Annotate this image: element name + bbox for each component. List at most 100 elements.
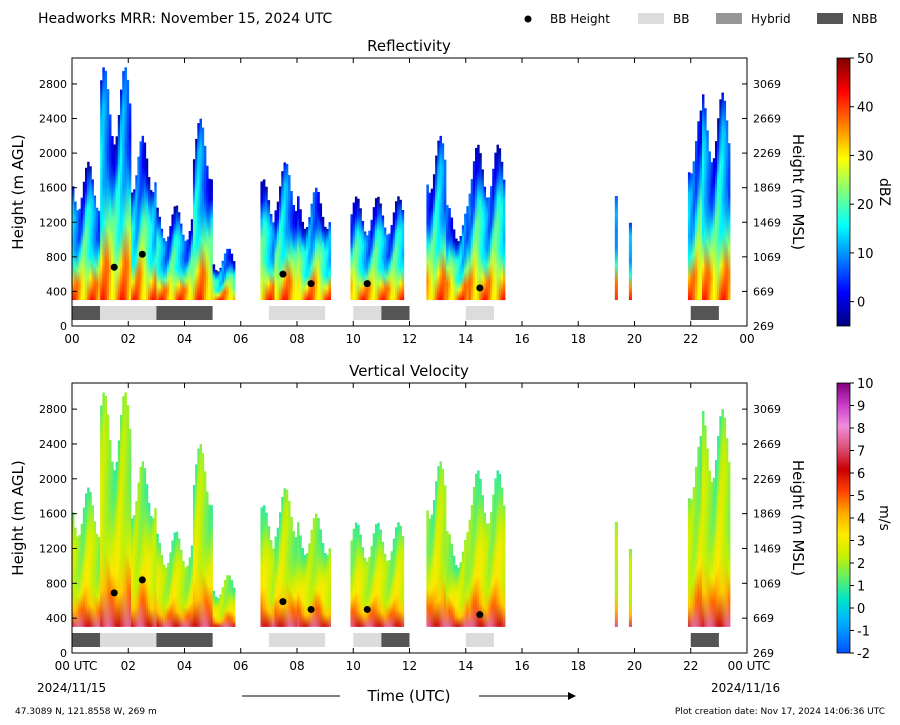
heatmap-column [265,512,268,627]
heatmap-column [175,531,179,627]
heatmap-column [370,219,374,301]
heatmap-column [122,71,125,301]
heatmap-column [221,260,225,301]
heatmap-column [721,92,724,301]
heatmap-column [397,522,400,627]
heatmap-column [487,197,491,301]
reflectivity-y2-axis-label: Height (m MSL) [789,134,807,250]
heatmap-column [310,529,314,627]
heatmap-column [100,80,103,301]
heatmap-column [162,564,166,627]
heatmap-column [352,528,356,627]
colorbar-tick-label: 40 [857,101,874,116]
heatmap-column [111,461,114,627]
y2-tick-label: 669 [753,285,774,298]
heatmap-column [188,557,192,627]
heatmap-column [152,518,155,627]
heatmap-column [299,535,302,627]
heatmap-column [498,473,502,627]
velocity-colorbar-ticks: -2 -1 0 1 2 3 4 5 6 7 8 9 10 [850,377,874,662]
heatmap-column [496,144,499,301]
y2-tick-label: 3069 [753,78,781,91]
heatmap-column [368,230,371,301]
heatmap-column [115,136,119,301]
heatmap-column [448,534,451,627]
heatmap-column [452,555,456,627]
heatmap-column [372,207,376,301]
heatmap-column [706,448,709,627]
colorbar-tick-label: 0 [857,296,865,311]
heatmap-column [74,201,77,301]
heatmap-column [308,217,311,301]
heatmap-column [366,561,369,627]
x-tick-label: 14 [458,332,473,346]
heatmap-column [124,392,127,627]
heatmap-column [498,148,502,301]
heatmap-column [472,487,476,627]
heatmap-column [481,169,484,301]
legend-bb-height-label: BB Height [550,12,610,26]
heatmap-column [494,152,497,301]
heatmap-column [292,204,296,301]
heatmap-column [694,466,698,627]
heatmap-column [374,524,378,627]
heatmap-column [128,428,132,627]
heatmap-column [719,416,722,627]
heatmap-column [87,487,90,627]
heatmap-column [177,212,181,301]
heatmap-column [428,518,432,627]
heatmap-column [195,138,198,301]
y2-tick-label: 1869 [753,508,781,521]
heatmap-column [203,471,207,627]
heatmap-column [326,555,329,627]
heatmap-column [719,99,722,301]
heatmap-column [475,473,478,627]
bb-type-bar-nbb [72,633,101,647]
y-tick-label: 0 [60,320,67,333]
heatmap-column [725,438,729,627]
heatmap-column [704,425,707,627]
reflectivity-colorbar [836,57,851,327]
heatmap-column [721,409,724,627]
heatmap-column [500,161,504,301]
bb-height-point [363,280,371,288]
heatmap-column [212,590,216,627]
heatmap-column [374,198,378,301]
heatmap-column [359,208,362,301]
y2-tick-label: 2269 [753,473,781,486]
heatmap-column [95,207,99,301]
heatmap-column [381,541,385,627]
heatmap-column [156,533,159,627]
bb-height-point [476,611,484,619]
heatmap-column [306,553,309,627]
heatmap-column [111,135,114,301]
heatmap-column [158,543,161,627]
heatmap-column [394,527,398,627]
heatmap-column [106,89,110,301]
heatmap-column [699,435,703,627]
heatmap-column [297,196,300,301]
y-tick-label: 400 [46,285,67,298]
bb-type-bar-bb [465,306,494,320]
figure-title: Headworks MRR: November 15, 2024 UTC [38,11,333,27]
heatmap-column [78,208,81,301]
heatmap-column [359,534,362,627]
heatmap-column [303,555,307,627]
velocity-data-layer [72,392,731,647]
heatmap-column [379,203,382,301]
heatmap-column [164,567,168,627]
x-tick-label: 06 [233,659,248,673]
heatmap-column [162,238,166,301]
x-tick-label: 20 [627,332,642,346]
x-tick-label: 10 [346,332,361,346]
velocity-axes: 0 269 400 669 800 1069 1200 1469 1600 1869 2000 226… [39,383,781,673]
y2-tick-label: 1869 [753,182,781,195]
heatmap-column [377,196,380,301]
reflectivity-plot-frame [71,57,748,327]
heatmap-column [443,485,447,627]
heatmap-column [113,470,116,627]
heatmap-column [477,470,480,627]
heatmap-column [197,123,200,301]
heatmap-column [72,186,75,301]
heatmap-column [156,207,159,301]
